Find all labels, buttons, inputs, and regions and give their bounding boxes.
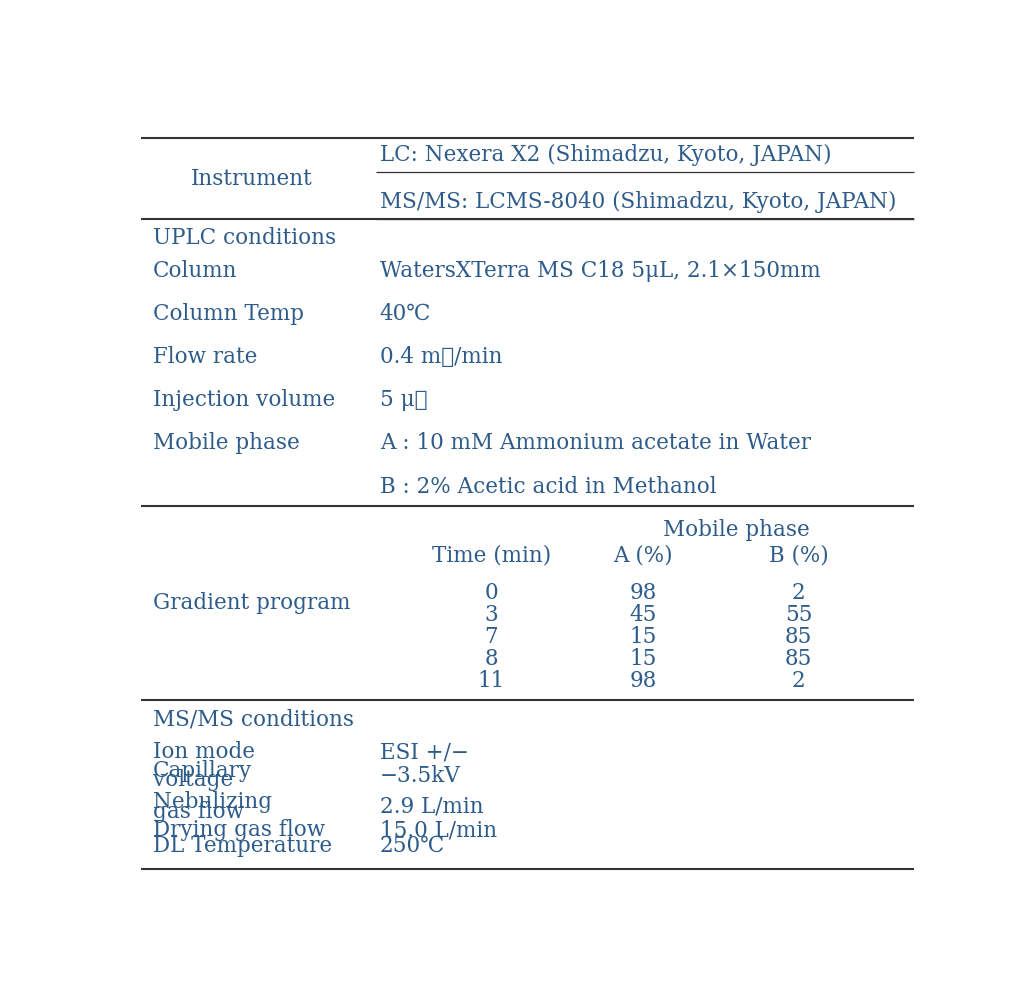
Text: A (%): A (%) (613, 545, 673, 567)
Text: 40℃: 40℃ (380, 303, 431, 325)
Text: ESI +/−: ESI +/− (380, 741, 468, 763)
Text: Gradient program: Gradient program (152, 592, 350, 614)
Text: Column: Column (152, 260, 237, 282)
Text: B : 2% Acetic acid in Methanol: B : 2% Acetic acid in Methanol (380, 476, 716, 498)
Text: 85: 85 (785, 626, 812, 648)
Text: 15: 15 (630, 648, 657, 670)
Text: 15: 15 (630, 626, 657, 648)
Text: UPLC conditions: UPLC conditions (152, 227, 335, 249)
Text: gas flow: gas flow (152, 801, 244, 823)
Text: 8: 8 (485, 648, 498, 670)
Text: 45: 45 (630, 604, 657, 626)
Text: 250℃: 250℃ (380, 835, 445, 857)
Text: Time (min): Time (min) (432, 545, 552, 567)
Text: Drying gas flow: Drying gas flow (152, 819, 325, 841)
Text: 2: 2 (791, 582, 806, 604)
Text: 85: 85 (785, 648, 812, 670)
Text: 0.4 mℓ/min: 0.4 mℓ/min (380, 346, 502, 368)
Text: Flow rate: Flow rate (152, 346, 257, 368)
Text: 0: 0 (485, 582, 498, 604)
Text: MS/MS conditions: MS/MS conditions (152, 708, 354, 730)
Text: 55: 55 (785, 604, 812, 626)
Text: 2: 2 (791, 670, 806, 692)
Text: LC: Nexera X2 (Shimadzu, Kyoto, JAPAN): LC: Nexera X2 (Shimadzu, Kyoto, JAPAN) (380, 144, 831, 166)
Text: 3: 3 (485, 604, 498, 626)
Text: WatersXTerra MS C18 5μL, 2.1×150mm: WatersXTerra MS C18 5μL, 2.1×150mm (380, 260, 820, 282)
Text: Mobile phase: Mobile phase (152, 432, 299, 454)
Text: Mobile phase: Mobile phase (664, 519, 810, 541)
Text: Injection volume: Injection volume (152, 389, 334, 411)
Text: MS/MS: LCMS-8040 (Shimadzu, Kyoto, JAPAN): MS/MS: LCMS-8040 (Shimadzu, Kyoto, JAPAN… (380, 191, 896, 213)
Text: 7: 7 (485, 626, 498, 648)
Text: DL Temperature: DL Temperature (152, 835, 331, 857)
Text: −3.5kV: −3.5kV (380, 765, 461, 787)
Text: 98: 98 (630, 670, 657, 692)
Text: 11: 11 (477, 670, 505, 692)
Text: A : 10 mM Ammonium acetate in Water: A : 10 mM Ammonium acetate in Water (380, 432, 811, 454)
Text: Capillary: Capillary (152, 760, 252, 782)
Text: Column Temp: Column Temp (152, 303, 304, 325)
Text: 15.0 L/min: 15.0 L/min (380, 819, 497, 841)
Text: 5 μℓ: 5 μℓ (380, 389, 427, 411)
Text: 2.9 L/min: 2.9 L/min (380, 796, 484, 818)
Text: Nebulizing: Nebulizing (152, 791, 272, 813)
Text: voltage: voltage (152, 769, 233, 791)
Text: 98: 98 (630, 582, 657, 604)
Text: Instrument: Instrument (191, 168, 313, 190)
Text: Ion mode: Ion mode (152, 741, 254, 763)
Text: B (%): B (%) (769, 545, 828, 567)
